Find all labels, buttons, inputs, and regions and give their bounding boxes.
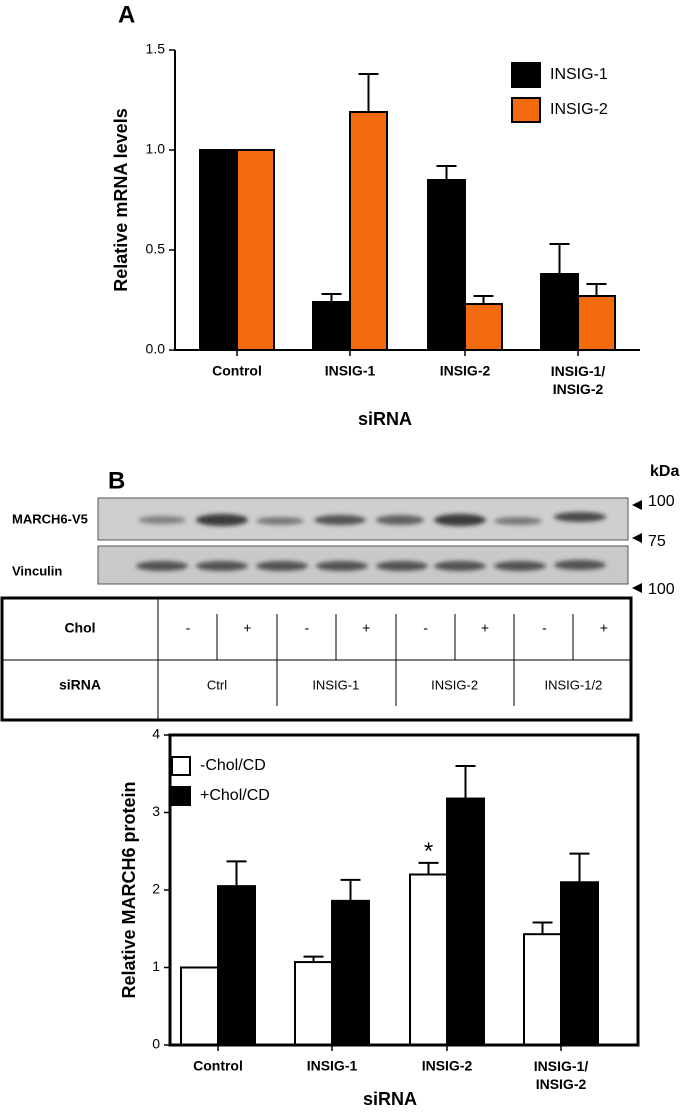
x-tick-label: INSIG-2 [440, 363, 491, 379]
error-bar [321, 293, 342, 302]
y-axis-label: Relative MARCH6 protein [119, 781, 139, 998]
x-tick-label: INSIG-2 [422, 1058, 473, 1074]
x-tick-label: INSIG-1/INSIG-2 [551, 363, 606, 397]
table-cell: - [423, 620, 428, 636]
y-tick-label: 1.5 [146, 41, 166, 57]
table-cell: + [600, 620, 608, 636]
table-frame [0, 596, 633, 722]
y-tick-label: 4 [152, 726, 160, 742]
table-row-label: siRNA [59, 677, 101, 693]
error-bar [418, 861, 439, 875]
y-tick-label: 1 [152, 958, 160, 974]
bar [560, 881, 599, 1046]
marker-label: 100 [648, 493, 675, 510]
bar [523, 933, 562, 1046]
y-tick-label: 0.0 [146, 341, 166, 357]
bar [349, 111, 388, 351]
bar [409, 873, 448, 1046]
legend-swatch [511, 97, 541, 123]
bar [540, 273, 579, 351]
error-bar [569, 852, 590, 883]
y-tick-label: 3 [152, 803, 160, 819]
bar [294, 961, 333, 1047]
table-cell: Ctrl [207, 677, 227, 692]
table-cell: - [186, 620, 191, 636]
marker-label: 100 [648, 581, 675, 598]
error-bar [226, 860, 247, 887]
table-cell: INSIG-1 [312, 677, 359, 692]
legend-label: INSIG-2 [550, 101, 608, 118]
bar [312, 301, 351, 351]
y-tick-label: 1.0 [146, 141, 166, 157]
table-cell: + [362, 620, 370, 636]
legend-label: +Chol/CD [200, 787, 270, 804]
error-bar [358, 73, 379, 112]
panel-label: B [108, 467, 125, 494]
legend-swatch [511, 62, 541, 88]
x-tick-label: INSIG-1 [307, 1058, 358, 1074]
marker-label: 75 [648, 533, 666, 550]
panel-label: A [118, 1, 135, 28]
error-bar [455, 765, 476, 799]
bar [577, 295, 616, 351]
bar [236, 149, 275, 351]
x-tick-label: INSIG-1/INSIG-2 [534, 1058, 589, 1092]
bar [331, 899, 370, 1046]
bar [427, 179, 466, 351]
x-tick-label: Control [212, 363, 262, 379]
plot-frame [168, 733, 640, 1047]
bar [199, 149, 238, 351]
error-bar [303, 955, 324, 963]
bar [180, 966, 219, 1046]
unit-label: kDa [650, 463, 679, 480]
table-cell: + [481, 620, 489, 636]
legend-label: -Chol/CD [200, 757, 266, 774]
error-bar [436, 165, 457, 180]
table-cell: + [243, 620, 251, 636]
table-cell: INSIG-2 [431, 677, 478, 692]
legend-swatch [171, 756, 191, 776]
axes [174, 50, 640, 351]
table-row-label: Chol [64, 620, 95, 636]
legend-swatch [171, 786, 191, 806]
blot-image [97, 497, 642, 593]
bar [446, 797, 485, 1046]
x-tick-label: Control [193, 1058, 243, 1074]
table-cell: - [542, 620, 547, 636]
blot-label: Vinculin [12, 563, 62, 578]
x-axis-label: siRNA [363, 1089, 417, 1109]
y-tick-label: 2 [152, 881, 160, 897]
table-cell: - [304, 620, 309, 636]
blot-label: MARCH6-V5 [12, 511, 88, 526]
y-tick-label: 0 [152, 1036, 160, 1052]
error-bar [549, 243, 570, 274]
y-axis-label: Relative mRNA levels [111, 108, 131, 291]
error-bar [473, 295, 494, 304]
annotation: * [424, 838, 433, 865]
error-bar [532, 921, 553, 935]
bar [217, 885, 256, 1046]
x-axis-label: siRNA [358, 409, 412, 429]
x-tick-label: INSIG-1 [325, 363, 376, 379]
error-bar [586, 283, 607, 296]
bar [464, 303, 503, 351]
table-cell: INSIG-1/2 [545, 677, 603, 692]
legend-label: INSIG-1 [550, 66, 608, 83]
y-tick-label: 0.5 [146, 241, 166, 257]
error-bar [340, 878, 361, 901]
